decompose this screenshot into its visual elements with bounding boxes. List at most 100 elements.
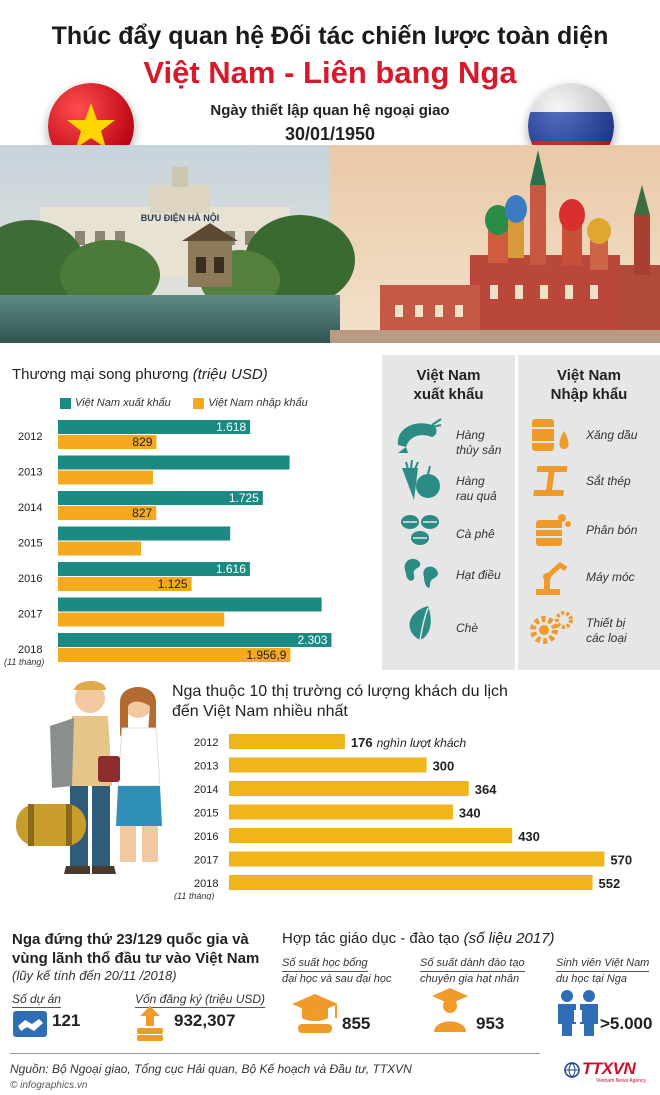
trade-import-value: 827 — [132, 506, 152, 520]
import-item-machinery: Máy móc — [586, 570, 635, 584]
tourism-year-label: 2014 — [194, 784, 218, 796]
vegetables-icon — [402, 460, 440, 500]
money-growth-icon — [137, 1006, 163, 1041]
footer-divider — [10, 1053, 540, 1054]
tourism-note-2018: (11 tháng) — [174, 891, 214, 900]
projects-value: 121 — [52, 1011, 81, 1030]
trade-export-value: 1.616 — [216, 562, 246, 576]
investment-note: (lũy kế tính đến 20/11 /2018) — [12, 968, 177, 983]
coffee-beans-icon — [401, 515, 439, 545]
source-text: Nguồn: Bộ Ngoại giao, Tổng cục Hải quan,… — [10, 1062, 412, 1076]
post-office-sign: BƯU ĐIỆN HÀ NỘI — [141, 212, 219, 223]
import-item-fertilizer: Phân bón — [586, 523, 638, 537]
legend-import-swatch — [193, 397, 205, 409]
investment-title-line1: Nga đứng thứ 23/129 quốc gia và — [12, 931, 249, 948]
gears-icon — [530, 611, 573, 644]
tourism-title-line2: đến Việt Nam nhiều nhất — [172, 703, 348, 720]
import-item-equipment-line1: Thiết bị — [586, 616, 626, 630]
ttxvn-globe-icon — [564, 1062, 580, 1078]
trade-export-value: 1.618 — [216, 420, 246, 434]
export-item-vegetables: Hàng rau quả — [456, 474, 497, 504]
edu-item-scholarships-label: Số suất học bổng đại học và sau đại học — [282, 956, 422, 986]
trade-legend: Việt Nam xuất khẩu Việt Nam nhập khẩu — [60, 393, 308, 411]
tea-leaf-icon — [409, 606, 431, 641]
import-item-fuel: Xăng dầu — [586, 428, 638, 442]
trade-import-value: 1.125 — [158, 577, 188, 591]
legend-import-label: Việt Nam nhập khẩu — [208, 397, 308, 409]
graduate-icon — [432, 988, 468, 1032]
education-title-text: Hợp tác giáo dục - đào tạo — [282, 930, 460, 947]
trade-year-label: 2018 — [18, 644, 42, 656]
cashew-icon — [404, 558, 438, 588]
page-subtitle: Việt Nam - Liên bang Nga — [143, 55, 517, 90]
oil-barrel-icon — [532, 419, 569, 451]
edu-nuclear-line2: chuyên gia hạt nhân — [420, 973, 520, 985]
tourism-year-label: 2017 — [194, 855, 218, 867]
tourism-value: 300 — [433, 759, 455, 774]
education-title: Hợp tác giáo dục - đào tạo (số liệu 2017… — [282, 930, 555, 947]
trade-year-label: 2012 — [18, 431, 42, 443]
tourism-year-label: 2018 — [194, 878, 218, 890]
tourism-bar — [229, 875, 593, 890]
edu-scholarships-line2: đại học và sau đại học — [282, 973, 392, 985]
trade-import-bar — [58, 612, 225, 627]
tourism-year-label: 2015 — [194, 808, 218, 820]
tourists-illustration — [16, 681, 162, 874]
tourism-bar — [229, 757, 427, 773]
tourism-value: 570 — [610, 853, 632, 868]
trade-year-label: 2016 — [18, 573, 42, 585]
legend-import: Việt Nam nhập khẩu — [193, 397, 308, 409]
trade-import-value: 1.956,9 — [246, 648, 286, 662]
trade-import-value: 829 — [132, 435, 152, 449]
tourism-value: 176 nghìn lượt khách — [351, 735, 467, 750]
edu-item-students-label: Sinh viên Việt Nam du học tại Nga — [556, 956, 660, 986]
ttxvn-logo-sub: Vietnam News Agency — [596, 1078, 646, 1084]
trade-export-value: 1.725 — [229, 491, 259, 505]
tourism-year-label: 2013 — [194, 761, 218, 773]
tourism-year-label: 2012 — [194, 737, 218, 749]
import-item-equipment: Thiết bị các loại — [586, 616, 627, 646]
trade-import-bar — [58, 435, 157, 449]
investment-title: Nga đứng thứ 23/129 quốc gia và vùng lãn… — [12, 930, 282, 968]
tourism-bar — [229, 734, 345, 749]
trade-export-bar — [58, 420, 251, 434]
trade-chart: 2012 1.618 829 2013 2014 1.725 827 2015 2016 1.61… — [4, 420, 332, 667]
tourism-bar — [229, 851, 605, 867]
trade-year-label: 2014 — [18, 502, 42, 514]
edu-item-nuclear-label: Số suất dành đào tạo chuyên gia hạt nhân — [420, 956, 560, 986]
trade-import-bar — [58, 470, 153, 485]
tourism-bar — [229, 828, 513, 843]
students-icon — [558, 990, 598, 1036]
trade-export-bar — [58, 455, 290, 470]
site-credit: © infographics.vn — [10, 1080, 88, 1091]
tourism-value: 364 — [475, 782, 497, 797]
trade-title-unit: (triệu USD) — [192, 366, 268, 383]
edu-students-value: >5.000 — [600, 1014, 653, 1033]
legend-export-label: Việt Nam xuất khẩu — [75, 397, 171, 409]
tourism-year-label: 2016 — [194, 831, 218, 843]
export-item-vegetables-line1: Hàng — [456, 474, 485, 488]
trade-import-bar — [58, 648, 291, 662]
edu-students-line2: du học tại Nga — [556, 973, 627, 985]
trade-title: Thương mại song phương (triệu USD) — [12, 366, 268, 383]
trade-import-bar — [58, 541, 142, 556]
trade-export-bar — [58, 597, 322, 612]
tourism-title: Nga thuộc 10 thị trường có lượng khách d… — [172, 682, 532, 722]
trade-year-label: 2015 — [18, 538, 42, 550]
tourism-value: 430 — [518, 829, 540, 844]
import-goods-heading-line2: Nhập khẩu — [550, 386, 628, 403]
export-item-coffee: Cà phê — [456, 527, 495, 541]
import-item-equipment-line2: các loại — [586, 631, 627, 645]
robot-arm-icon — [536, 561, 568, 595]
trade-export-bar — [58, 491, 263, 505]
education-title-note: (số liệu 2017) — [463, 930, 555, 947]
legend-export: Việt Nam xuất khẩu — [60, 397, 171, 409]
export-item-seafood-line2: thủy sản — [456, 443, 502, 457]
capital-value: 932,307 — [174, 1011, 236, 1030]
trade-year-label: 2017 — [18, 609, 42, 621]
graduation-cap-icon — [292, 994, 338, 1033]
edu-nuclear-value: 953 — [476, 1014, 505, 1033]
goods-divider — [515, 355, 518, 670]
tourism-value: 340 — [459, 806, 481, 821]
trade-export-bar — [58, 562, 250, 576]
